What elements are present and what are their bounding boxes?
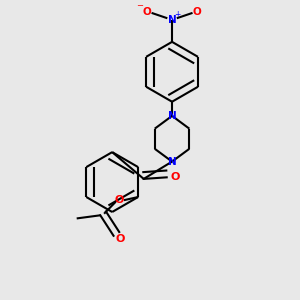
Text: −: − [136,2,143,10]
Text: O: O [170,172,180,182]
Text: N: N [168,15,176,25]
Text: O: O [193,7,202,17]
Text: O: O [142,7,151,17]
Text: O: O [115,234,124,244]
Text: +: + [175,10,181,19]
Text: N: N [168,157,176,166]
Text: N: N [168,111,176,121]
Text: O: O [115,195,124,205]
